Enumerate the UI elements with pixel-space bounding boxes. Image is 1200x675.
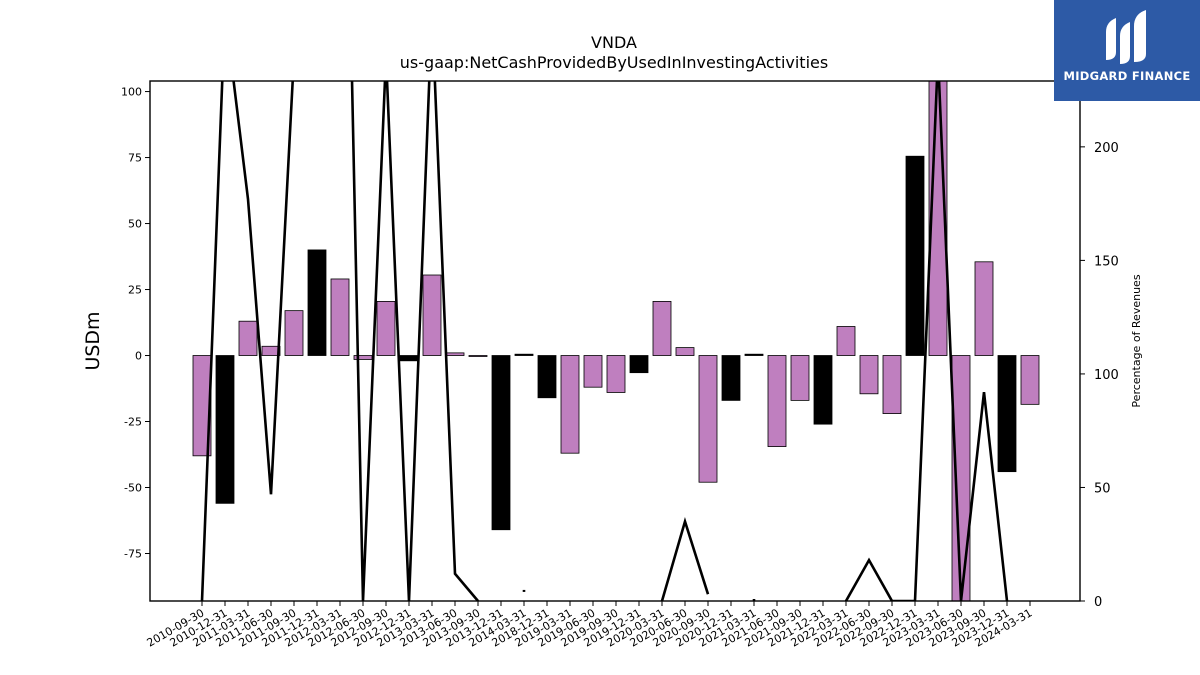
bar-2020-06-30 (675, 347, 695, 356)
bar-2013-09-30 (468, 355, 488, 357)
right-y-tick-label: 0 (1094, 595, 1102, 610)
bar-2020-03-31 (652, 301, 672, 356)
bar-2023-12-31 (997, 355, 1017, 473)
chart-title: VNDA (591, 33, 637, 52)
bar-2020-12-31 (721, 355, 741, 401)
chart-subtitle: us-gaap:NetCashProvidedByUsedInInvesting… (400, 53, 828, 72)
bar-2014-03-31 (514, 353, 534, 356)
bar-2011-09-30 (284, 310, 304, 356)
right-y-tick-label: 200 (1094, 141, 1119, 156)
x-axis: 2010-09-302010-12-312011-03-312011-06-30… (145, 601, 1035, 650)
line-series (200, 81, 1009, 601)
bar-2019-06-30 (583, 355, 603, 388)
bar-2011-06-30 (261, 345, 281, 356)
y-tick-label: 0 (135, 350, 142, 363)
bar-2021-09-30 (790, 355, 810, 401)
bar-2010-09-30 (192, 355, 212, 457)
right-y-tick-label: 150 (1094, 254, 1119, 269)
y-axis-label: USDm (82, 311, 104, 370)
bar-2019-12-31 (629, 355, 649, 374)
bar-2013-06-30 (445, 352, 465, 356)
bar-series (192, 80, 1040, 602)
bar-2012-12-31 (399, 355, 419, 362)
bar-2010-12-31 (215, 355, 235, 504)
bar-2023-09-30 (974, 261, 994, 356)
bar-2012-09-30 (376, 301, 396, 356)
bar-2022-12-31 (905, 155, 925, 356)
bar-2024-03-31 (1020, 355, 1040, 405)
bar-2018-12-31 (537, 355, 557, 399)
line-segment-4 (844, 81, 1009, 601)
y-tick-label: -75 (124, 547, 142, 560)
y-tick-label: 50 (128, 218, 142, 231)
right-y-tick-label: 50 (1094, 481, 1111, 496)
bar-2021-06-30 (767, 355, 787, 447)
bar-2022-06-30 (859, 355, 879, 395)
y-tick-label: 25 (128, 284, 142, 297)
bar-2021-12-31 (813, 355, 833, 425)
plot-frame (149, 80, 1081, 602)
bar-2011-12-31 (307, 249, 327, 356)
midgard-logo-mark-icon (1106, 10, 1146, 64)
y-tick-label: 75 (128, 152, 142, 165)
y-tick-label: -50 (124, 481, 142, 494)
bar-2012-03-31 (330, 278, 350, 356)
line-segment-2 (660, 517, 710, 601)
right-y-axis: 0 50 100 150 200 (1080, 141, 1119, 610)
bar-2011-03-31 (238, 320, 258, 356)
bar-2022-09-30 (882, 355, 902, 414)
bar-2022-03-31 (836, 326, 856, 356)
y-tick-label: -25 (124, 416, 142, 429)
line-segment-0 (200, 81, 479, 601)
bar-2013-12-31 (491, 355, 511, 531)
logo-name: MIDGARD FINANCE (1063, 69, 1191, 83)
bar-2019-09-30 (606, 355, 626, 393)
bar-2013-03-31 (422, 274, 442, 356)
y-tick-label: 100 (121, 86, 142, 99)
bar-2021-03-31 (744, 353, 764, 356)
bar-2020-09-30 (698, 355, 718, 483)
midgard-finance-logo: MIDGARD FINANCE (1054, 0, 1200, 101)
left-y-axis: -75 -50 -25 0 25 50 75 100 (121, 86, 150, 560)
bar-2019-03-31 (560, 355, 580, 454)
right-y-tick-label: 100 (1094, 368, 1119, 383)
right-y-axis-label: Percentage of Revenues (1130, 274, 1143, 407)
